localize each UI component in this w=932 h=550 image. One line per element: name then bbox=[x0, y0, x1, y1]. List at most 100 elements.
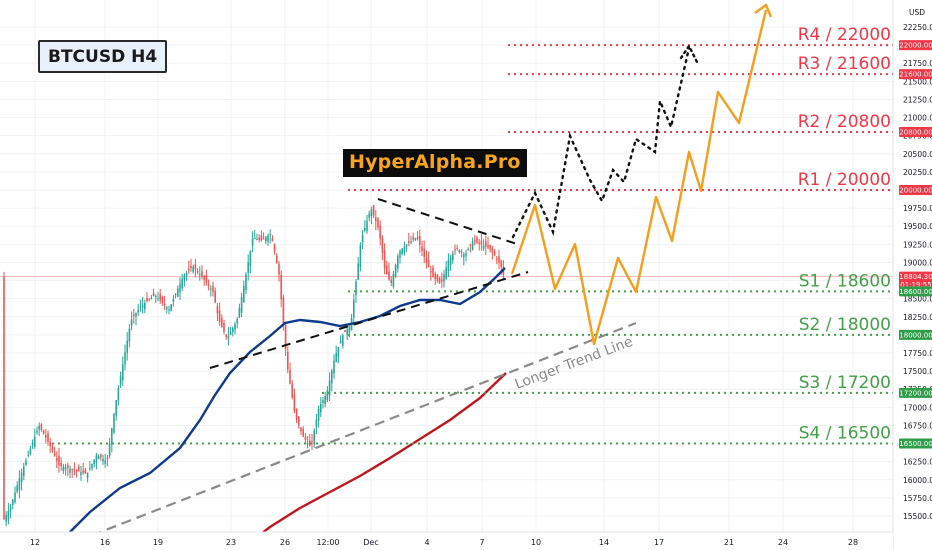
candle-body bbox=[445, 267, 447, 279]
candle-body bbox=[179, 283, 181, 293]
candle-body bbox=[210, 288, 212, 290]
candle-body bbox=[69, 468, 71, 473]
candle-body bbox=[353, 299, 355, 318]
price-badge-label: 20000.00 bbox=[899, 187, 932, 195]
candle-body bbox=[113, 413, 115, 433]
candle-body bbox=[344, 330, 346, 333]
orange-arrow-head bbox=[754, 3, 773, 18]
candle-body bbox=[458, 250, 461, 253]
candle-body bbox=[392, 273, 395, 287]
candle-body bbox=[58, 455, 60, 466]
candle-body bbox=[454, 249, 456, 251]
candle-body bbox=[399, 250, 401, 258]
candle-body bbox=[256, 238, 258, 240]
price-tick-label: 22250.00 bbox=[903, 23, 932, 32]
candle-body bbox=[291, 383, 293, 398]
candle-body bbox=[447, 260, 450, 272]
candle-body bbox=[311, 440, 313, 442]
price-badge-resistance bbox=[899, 185, 932, 195]
candle-body bbox=[449, 256, 452, 266]
candle-body bbox=[271, 238, 274, 241]
candle-body bbox=[276, 255, 278, 263]
candle-body bbox=[432, 267, 434, 278]
candle-body bbox=[104, 460, 106, 464]
candle-body bbox=[51, 446, 54, 451]
candle-body bbox=[47, 433, 49, 442]
candle-body bbox=[304, 436, 307, 440]
candle-body bbox=[126, 340, 128, 353]
candle-body bbox=[493, 251, 496, 255]
price-tick-label: 19000.00 bbox=[903, 258, 932, 267]
candle-body bbox=[91, 464, 93, 469]
projection-dotted-path bbox=[511, 46, 691, 239]
candle-body bbox=[64, 467, 67, 470]
candle-body bbox=[375, 217, 377, 222]
candle-body bbox=[225, 334, 227, 337]
candle-body bbox=[370, 209, 373, 217]
candle-body bbox=[212, 286, 214, 292]
ma-fast-line bbox=[61, 267, 506, 541]
candle-body bbox=[355, 281, 357, 296]
candle-body bbox=[434, 274, 436, 280]
candle-body bbox=[500, 260, 502, 268]
time-tick-label: 4 bbox=[424, 538, 429, 547]
candle-body bbox=[480, 240, 483, 245]
candle-body bbox=[408, 241, 410, 243]
candle-body bbox=[9, 506, 12, 512]
triangle-resistance-line bbox=[377, 198, 518, 245]
time-tick-label: 21 bbox=[724, 538, 734, 547]
candle-body bbox=[377, 218, 379, 228]
candle-body bbox=[328, 380, 331, 396]
candle-body bbox=[82, 470, 84, 473]
price-tick-label: 16250.00 bbox=[903, 458, 932, 467]
price-tick-label: 19500.00 bbox=[903, 222, 932, 231]
candle-body bbox=[293, 394, 296, 412]
price-tick-label: 18250.00 bbox=[903, 313, 932, 322]
candle-body bbox=[203, 276, 205, 280]
candle-body bbox=[78, 466, 80, 472]
candle-body bbox=[423, 248, 425, 257]
candle-body bbox=[188, 268, 190, 271]
candle-body bbox=[381, 237, 384, 254]
candle-body bbox=[218, 310, 221, 322]
candle-body bbox=[460, 251, 463, 253]
candle-body bbox=[199, 274, 201, 276]
candle-body bbox=[306, 442, 309, 445]
candle-body bbox=[100, 454, 102, 458]
candle-body bbox=[491, 248, 494, 253]
candle-body bbox=[425, 257, 428, 263]
candle-body bbox=[148, 299, 150, 301]
candle-body bbox=[130, 319, 133, 326]
price-badge-last bbox=[899, 271, 932, 282]
candle-body bbox=[333, 360, 335, 374]
candle-body bbox=[40, 424, 43, 430]
candle-body bbox=[71, 469, 73, 471]
candle-body bbox=[3, 276, 5, 520]
candle-body bbox=[414, 238, 417, 240]
candle-body bbox=[262, 238, 265, 240]
candle-body bbox=[386, 265, 388, 275]
candle-body bbox=[322, 399, 324, 403]
candle-body bbox=[42, 430, 45, 434]
candle-body bbox=[221, 318, 223, 327]
price-badge-support bbox=[899, 387, 932, 398]
candle-body bbox=[416, 236, 419, 239]
candle-body bbox=[412, 237, 414, 240]
candle-body bbox=[467, 249, 469, 251]
candle-body bbox=[463, 254, 465, 258]
price-tick-label: 17500.00 bbox=[903, 367, 932, 376]
candle-body bbox=[390, 279, 392, 283]
candle-body bbox=[155, 295, 157, 298]
time-tick-label: 28 bbox=[848, 538, 858, 547]
candle-body bbox=[53, 453, 56, 456]
candle-body bbox=[108, 443, 111, 457]
candle-body bbox=[205, 275, 208, 283]
price-badge-label: 16500.00 bbox=[899, 440, 932, 448]
candle-body bbox=[357, 263, 359, 280]
candle-body bbox=[489, 244, 491, 250]
candle-body bbox=[421, 246, 423, 251]
currency-label: USD bbox=[909, 8, 925, 17]
candle-body bbox=[18, 478, 21, 490]
